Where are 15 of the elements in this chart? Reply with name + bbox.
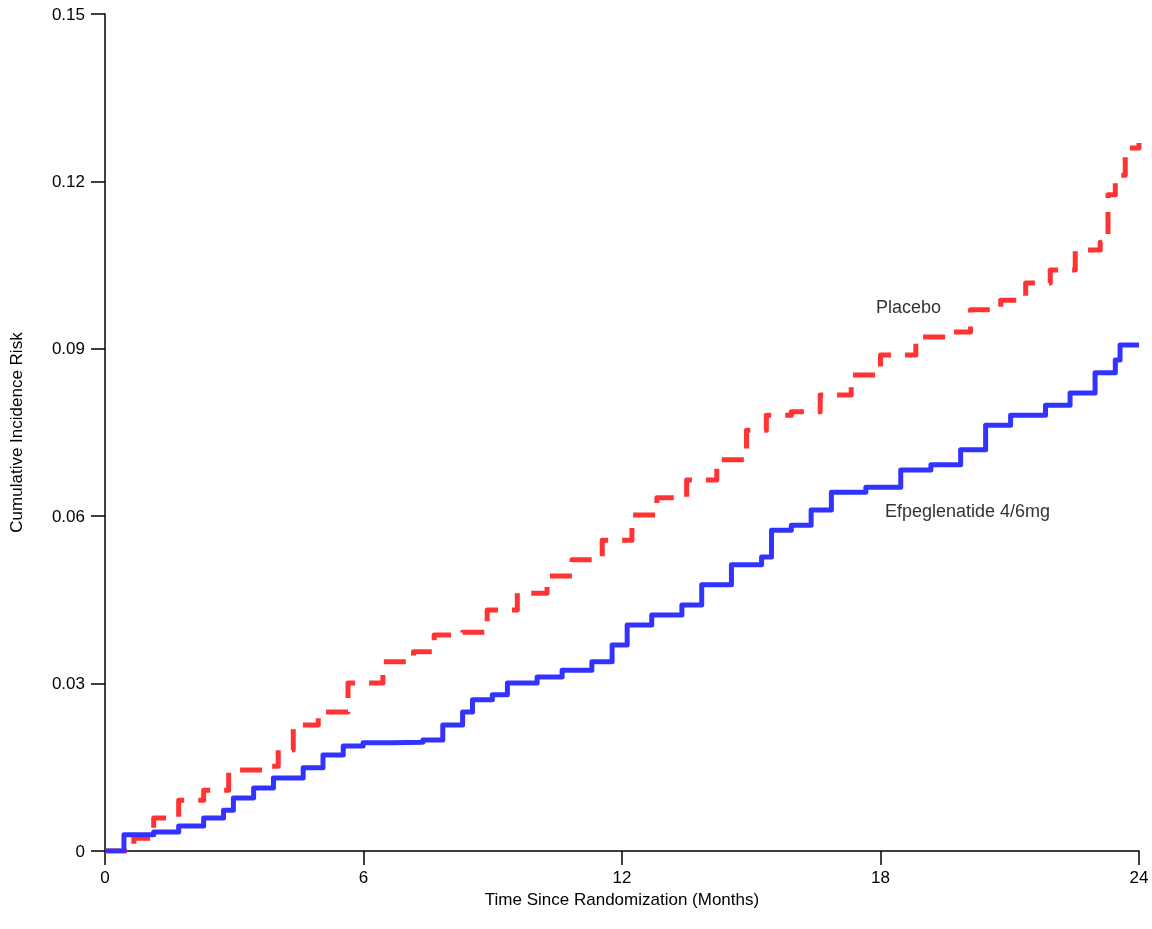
y-axis-title: Cumulative Incidence Risk [7, 331, 26, 533]
x-tick-label: 6 [358, 868, 369, 887]
x-tick-label: 24 [1129, 868, 1149, 887]
x-tick-label: 0 [100, 868, 110, 887]
y-tick-label: 0.03 [51, 674, 85, 694]
series-label: Placebo [876, 297, 942, 317]
y-tick-label: 0.09 [51, 339, 85, 359]
series-label: Efpeglenatide 4/6mg [885, 501, 1051, 521]
x-axis-title: Time Since Randomization (Months) [484, 890, 760, 909]
x-tick-label: 18 [871, 868, 890, 887]
x-tick-label: 12 [612, 868, 632, 887]
y-tick-label: 0.15 [51, 4, 85, 24]
y-tick-label: 0 [75, 841, 85, 861]
y-tick-label: 0.12 [51, 171, 85, 191]
y-tick-label: 0.06 [51, 506, 85, 526]
